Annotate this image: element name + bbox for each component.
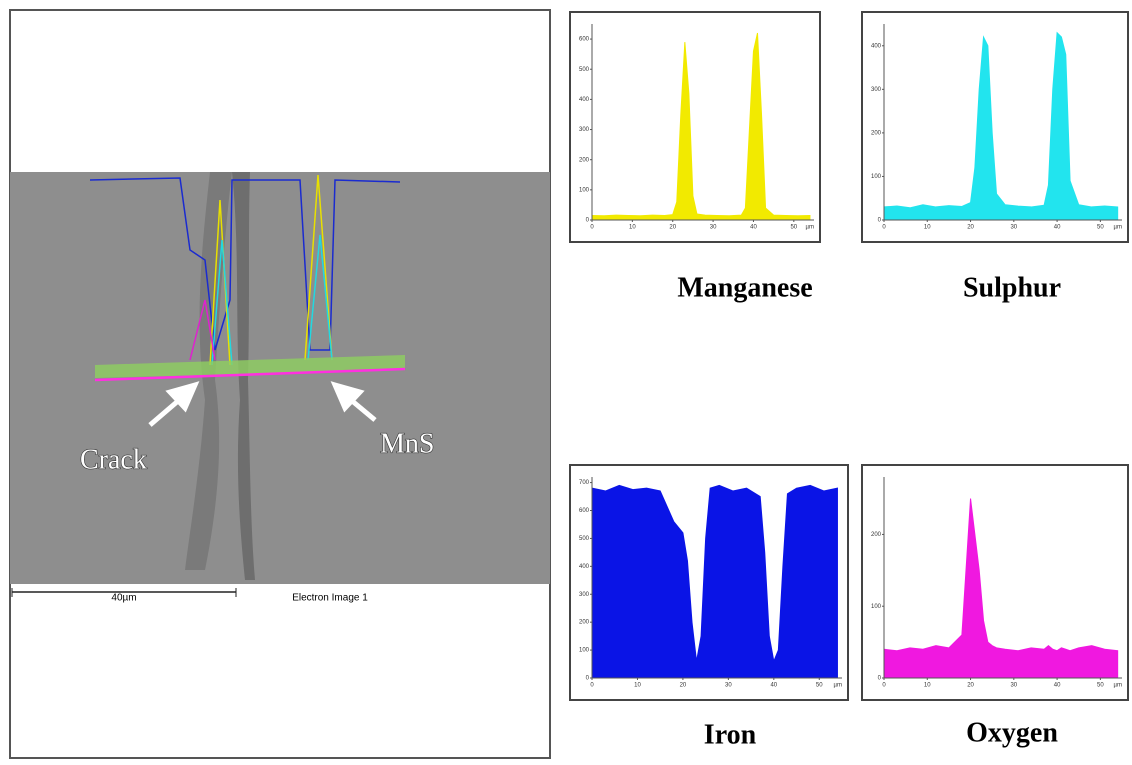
y-tick-label: 100 [871,174,882,180]
chart-title: Manganese [677,272,812,303]
x-tick-label: 40 [750,225,757,231]
y-tick-label: 100 [871,604,882,610]
x-tick-label: 40 [1054,683,1061,689]
x-tick-label: 10 [629,225,636,231]
y-tick-label: 300 [871,87,882,93]
x-tick-label: 20 [967,225,974,231]
scan-band [95,355,405,378]
x-unit: µm [1114,683,1122,689]
chart-title: Sulphur [963,272,1061,303]
y-tick-label: 0 [586,676,590,682]
y-tick-label: 400 [579,564,590,570]
y-tick-label: 600 [579,508,590,514]
x-tick-label: 30 [1010,225,1017,231]
x-unit: µm [806,225,814,231]
y-tick-label: 200 [871,130,882,136]
image-caption: Electron Image 1 [292,593,368,604]
scale-label: 40µm [111,593,136,604]
scan-trace [189,299,216,361]
x-unit: µm [1114,225,1122,231]
x-tick-label: 50 [1097,683,1104,689]
area [591,484,838,679]
scan-trace [211,234,333,366]
x-tick-label: 10 [924,225,931,231]
x-tick-label: 50 [1097,225,1104,231]
x-tick-label: 40 [1054,225,1061,231]
scan-line [94,367,406,382]
sem-image [10,172,550,584]
x-tick-label: 10 [924,683,931,689]
x-unit: µm [834,683,842,689]
x-tick-label: 20 [669,225,676,231]
y-tick-label: 500 [579,536,590,542]
x-tick-label: 0 [590,683,594,689]
x-tick-label: 20 [967,683,974,689]
sem-label: Crack [80,444,147,475]
x-tick-label: 30 [725,683,732,689]
y-tick-label: 700 [579,480,590,486]
y-tick-label: 300 [579,592,590,598]
area [591,32,811,221]
y-tick-label: 500 [579,67,590,73]
x-tick-label: 50 [816,683,823,689]
x-tick-label: 50 [790,225,797,231]
crack-shape [232,172,255,580]
scan-trace [89,177,401,351]
y-tick-label: 100 [579,648,590,654]
x-tick-label: 20 [680,683,687,689]
x-tick-label: 0 [590,225,594,231]
y-tick-label: 200 [871,532,882,538]
y-tick-label: 600 [579,37,590,43]
area [883,498,1119,679]
chart-title: Iron [704,719,757,750]
x-tick-label: 0 [882,225,886,231]
scan-trace [209,174,333,366]
y-tick-label: 0 [586,218,590,224]
sem-label: MnS [380,428,434,459]
y-tick-label: 400 [579,97,590,103]
y-tick-label: 200 [579,620,590,626]
y-tick-label: 300 [579,127,590,133]
y-tick-label: 0 [878,676,882,682]
arrows [148,381,377,427]
x-tick-label: 30 [1010,683,1017,689]
chart-title: Oxygen [966,717,1058,748]
area [883,31,1119,221]
y-tick-label: 200 [579,157,590,163]
y-tick-label: 400 [871,43,882,49]
x-tick-label: 10 [634,683,641,689]
x-tick-label: 0 [882,683,886,689]
y-tick-label: 100 [579,187,590,193]
x-tick-label: 30 [710,225,717,231]
x-tick-label: 40 [770,683,777,689]
y-tick-label: 0 [878,218,882,224]
